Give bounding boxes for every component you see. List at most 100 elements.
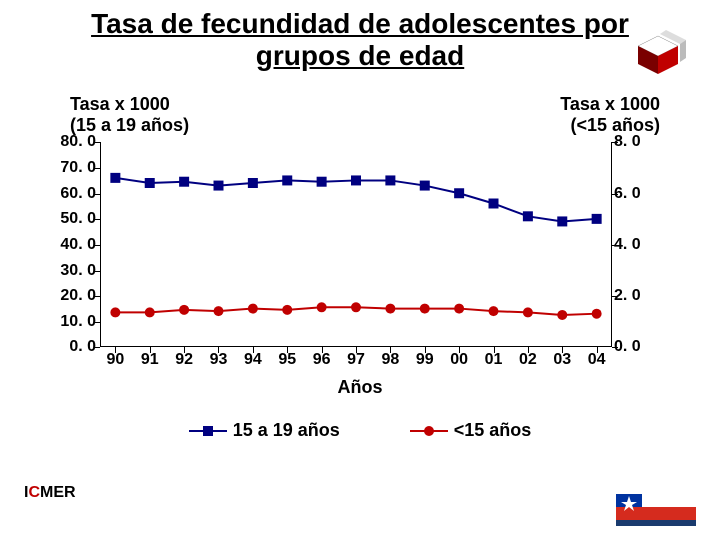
x-label: 00 xyxy=(450,351,468,369)
series-marker xyxy=(489,199,499,209)
chart-series xyxy=(100,142,612,347)
series-marker xyxy=(351,176,361,186)
series-marker xyxy=(489,307,499,317)
x-label: 94 xyxy=(244,351,262,369)
x-label: 98 xyxy=(381,351,399,369)
y-right-tick xyxy=(612,347,618,348)
y-right-label: 2. 0 xyxy=(614,287,654,305)
series-marker xyxy=(385,176,395,186)
x-tick xyxy=(150,347,151,353)
series-marker xyxy=(317,177,327,187)
y-left-tick xyxy=(94,219,100,220)
x-label: 02 xyxy=(519,351,537,369)
legend-swatch xyxy=(189,424,227,438)
chart: 80. 070. 060. 050. 040. 030. 020. 010. 0… xyxy=(40,142,660,367)
x-axis-title: Años xyxy=(0,377,720,398)
legend-item: <15 años xyxy=(410,420,532,441)
series-marker xyxy=(454,304,464,314)
x-tick xyxy=(115,347,116,353)
x-label: 90 xyxy=(106,351,124,369)
y-left-label: 0. 0 xyxy=(48,338,96,356)
x-tick xyxy=(184,347,185,353)
x-tick xyxy=(390,347,391,353)
y-right-tick xyxy=(612,142,618,143)
legend-label: <15 años xyxy=(454,420,532,441)
series-marker xyxy=(557,217,567,227)
x-tick xyxy=(287,347,288,353)
series-marker xyxy=(592,214,602,224)
decor-cube-icon xyxy=(630,30,690,74)
series-marker xyxy=(420,304,430,314)
series-marker xyxy=(179,177,189,187)
series-marker xyxy=(523,212,533,222)
y-right-tick xyxy=(612,296,618,297)
y-right-label: 8. 0 xyxy=(614,133,654,151)
y-left-label: 30. 0 xyxy=(48,262,96,280)
legend: 15 a 19 años <15 años xyxy=(0,420,720,441)
series-marker xyxy=(213,307,223,317)
y-left-label: 20. 0 xyxy=(48,287,96,305)
y-right-label: 6. 0 xyxy=(614,185,654,203)
y-left-tick xyxy=(94,271,100,272)
y-left-tick xyxy=(94,322,100,323)
series-marker xyxy=(110,173,120,183)
x-label: 97 xyxy=(347,351,365,369)
series-marker xyxy=(454,189,464,199)
legend-item: 15 a 19 años xyxy=(189,420,340,441)
x-tick xyxy=(494,347,495,353)
left-axis-title-1: Tasa x 1000 xyxy=(70,94,189,115)
y-left-label: 10. 0 xyxy=(48,313,96,331)
series-marker xyxy=(110,308,120,318)
right-axis-title-1: Tasa x 1000 xyxy=(560,94,660,115)
legend-swatch xyxy=(410,424,448,438)
x-tick xyxy=(562,347,563,353)
series-marker xyxy=(145,178,155,188)
x-label: 93 xyxy=(210,351,228,369)
title-line-1: Tasa de fecundidad de adolescentes por xyxy=(40,8,680,40)
y-right-label: 4. 0 xyxy=(614,236,654,254)
y-left-label: 80. 0 xyxy=(48,133,96,151)
y-left-label: 40. 0 xyxy=(48,236,96,254)
series-marker xyxy=(317,303,327,313)
logo-accent: C xyxy=(28,484,40,501)
legend-label: 15 a 19 años xyxy=(233,420,340,441)
x-tick xyxy=(322,347,323,353)
x-label: 99 xyxy=(416,351,434,369)
x-tick xyxy=(356,347,357,353)
left-axis-title: Tasa x 1000 (15 a 19 años) xyxy=(70,94,189,136)
y-left-label: 60. 0 xyxy=(48,185,96,203)
x-label: 92 xyxy=(175,351,193,369)
y-right-tick xyxy=(612,245,618,246)
y-left-label: 70. 0 xyxy=(48,159,96,177)
footer-logo: ICMER xyxy=(24,484,76,502)
axis-titles: Tasa x 1000 (15 a 19 años) Tasa x 1000 (… xyxy=(0,76,720,142)
x-label: 96 xyxy=(313,351,331,369)
series-marker xyxy=(179,305,189,315)
x-tick xyxy=(597,347,598,353)
y-left-label: 50. 0 xyxy=(48,210,96,228)
x-label: 91 xyxy=(141,351,159,369)
series-marker xyxy=(420,181,430,191)
series-marker xyxy=(248,178,258,188)
x-tick xyxy=(528,347,529,353)
series-marker xyxy=(523,308,533,318)
x-label: 04 xyxy=(588,351,606,369)
slide-title: Tasa de fecundidad de adolescentes por g… xyxy=(0,0,720,76)
series-marker xyxy=(557,310,567,320)
y-left-tick xyxy=(94,245,100,246)
y-right-tick xyxy=(612,194,618,195)
y-left-tick xyxy=(94,347,100,348)
series-marker xyxy=(592,309,602,319)
x-tick xyxy=(253,347,254,353)
x-tick xyxy=(459,347,460,353)
y-left-tick xyxy=(94,168,100,169)
x-label: 01 xyxy=(485,351,503,369)
x-label: 03 xyxy=(553,351,571,369)
x-label: 95 xyxy=(278,351,296,369)
logo-suffix: MER xyxy=(40,484,76,501)
y-left-tick xyxy=(94,194,100,195)
y-left-tick xyxy=(94,142,100,143)
series-marker xyxy=(213,181,223,191)
series-marker xyxy=(145,308,155,318)
series-marker xyxy=(282,305,292,315)
